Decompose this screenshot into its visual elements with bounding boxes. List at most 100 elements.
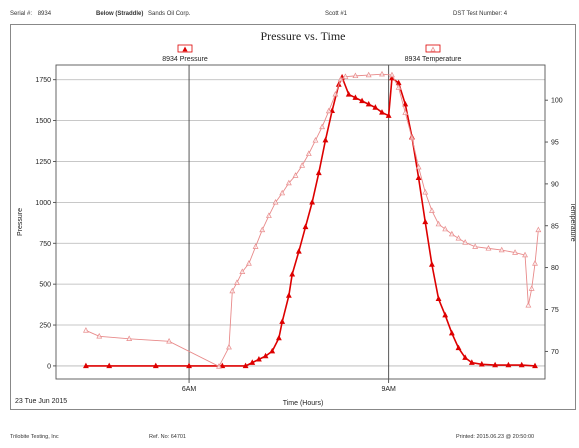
pressure-temperature-chart: 0 250 500 750 1000 1250 1500 1750 70 75 80 85 90 95 10…: [15, 29, 575, 407]
pressure-marker: [422, 218, 429, 225]
pressure-marker: [352, 94, 359, 100]
serial-value: 8934: [37, 11, 52, 17]
y-tick-label: 250: [39, 323, 51, 330]
pressure-marker: [83, 362, 89, 369]
temperature-marker: [389, 71, 395, 78]
series: [83, 70, 542, 369]
y2-tick-label: 70: [551, 349, 559, 356]
temperature-marker: [365, 71, 372, 78]
pressure-marker: [219, 362, 226, 369]
temperature-marker: [126, 335, 133, 341]
pressure-marker: [478, 360, 485, 367]
temperature-marker: [428, 207, 435, 213]
temperature-marker: [352, 72, 359, 79]
temperature-marker: [535, 226, 542, 233]
y-tick-label: 0: [47, 363, 51, 370]
y-axis-label: Pressure: [17, 208, 24, 236]
temperature-marker: [442, 225, 449, 232]
temperature-marker: [522, 251, 528, 258]
temperature-marker: [337, 75, 344, 82]
well-name: Scott #1: [325, 11, 348, 17]
y2-tick-label: 75: [551, 307, 559, 314]
pressure-marker: [402, 100, 409, 107]
x-tick-label: 6AM: [182, 386, 197, 393]
y-tick-label: 1250: [35, 159, 51, 166]
temperature-marker: [252, 243, 259, 249]
chart-labels: 0 250 500 750 1000 1250 1500 1750 70 75 80 85 90 95 10…: [15, 29, 575, 407]
header-company: Below (Straddle) Sands Oil Corp.: [96, 11, 190, 17]
temperature-marker: [462, 239, 469, 245]
temperature-marker: [448, 230, 455, 237]
footer-company: Trilobite Testing, Inc: [10, 434, 59, 440]
pressure-marker: [518, 361, 525, 368]
legend-pressure-label: 8934 Pressure: [162, 56, 208, 63]
temperature-marker: [285, 179, 292, 186]
pressure-marker: [379, 109, 385, 115]
pressure-marker: [415, 174, 422, 181]
y2-axis-label: Temperature: [569, 202, 575, 241]
pressure-marker: [302, 223, 309, 230]
temperature-marker: [234, 279, 240, 285]
temperature-marker: [402, 109, 409, 115]
pressure-marker: [289, 270, 296, 277]
pressure-marker: [428, 261, 435, 267]
temperature-marker: [430, 46, 436, 52]
pressure-marker: [275, 334, 282, 341]
temperature-marker: [532, 260, 538, 266]
pressure-marker: [455, 344, 462, 351]
temperature-marker: [83, 327, 89, 333]
pressure-marker: [505, 361, 512, 368]
company-name: Sands Oil Corp.: [148, 11, 191, 17]
temperature-marker: [292, 172, 299, 178]
temperature-marker: [415, 163, 422, 170]
header-serial: Serial #: 8934: [10, 11, 51, 17]
legend-temperature-label: 8934 Temperature: [405, 56, 462, 63]
serial-label: Serial #:: [10, 11, 33, 17]
pressure-marker: [468, 359, 475, 365]
chart-frame: 0 250 500 750 1000 1250 1500 1750 70 75 80 85 90 95 10…: [10, 24, 576, 410]
time-markers: [188, 65, 390, 379]
temperature-series-line: [85, 73, 539, 368]
pressure-marker: [435, 295, 442, 302]
y2-tick-label: 85: [551, 223, 559, 230]
temperature-marker: [485, 245, 492, 251]
pressure-marker: [249, 359, 256, 365]
temperature-marker: [435, 220, 442, 227]
axes: [53, 64, 548, 383]
pressure-marker: [182, 46, 188, 52]
y-tick-label: 1750: [35, 77, 51, 84]
temperature-marker: [455, 234, 462, 241]
pressure-marker: [106, 362, 113, 369]
temperature-marker: [96, 332, 103, 339]
temperature-marker: [239, 268, 246, 274]
temperature-marker: [422, 188, 429, 195]
pressure-marker: [285, 292, 292, 298]
plot-area-border: [55, 64, 546, 380]
temperature-marker: [312, 137, 319, 143]
temperature-marker: [319, 123, 326, 130]
chart-title: Pressure vs. Time: [260, 29, 345, 43]
temperature-marker: [498, 246, 505, 253]
temperature-marker: [216, 363, 222, 369]
temperature-marker: [409, 134, 415, 141]
grid: [56, 79, 545, 367]
temperature-marker: [325, 107, 332, 114]
footer-ref: Ref. No: 64701: [149, 434, 186, 440]
pressure-marker: [532, 362, 538, 369]
position-label: Below (Straddle): [96, 11, 144, 17]
temperature-marker: [379, 70, 385, 77]
temperature-marker: [305, 150, 312, 156]
x-axis-label: Time (Hours): [283, 400, 324, 407]
y2-tick-label: 95: [551, 140, 559, 147]
pressure-marker: [492, 361, 499, 368]
pressure-marker: [359, 97, 365, 104]
y2-tick-label: 100: [551, 98, 563, 105]
temperature-marker: [512, 249, 518, 255]
temperature-marker: [259, 226, 266, 233]
temperature-marker: [265, 212, 272, 218]
pressure-marker: [462, 354, 469, 360]
date-label: 23 Tue Jun 2015: [15, 398, 67, 405]
pressure-marker: [295, 248, 302, 254]
temperature-marker: [166, 337, 173, 344]
pressure-marker: [269, 347, 276, 354]
